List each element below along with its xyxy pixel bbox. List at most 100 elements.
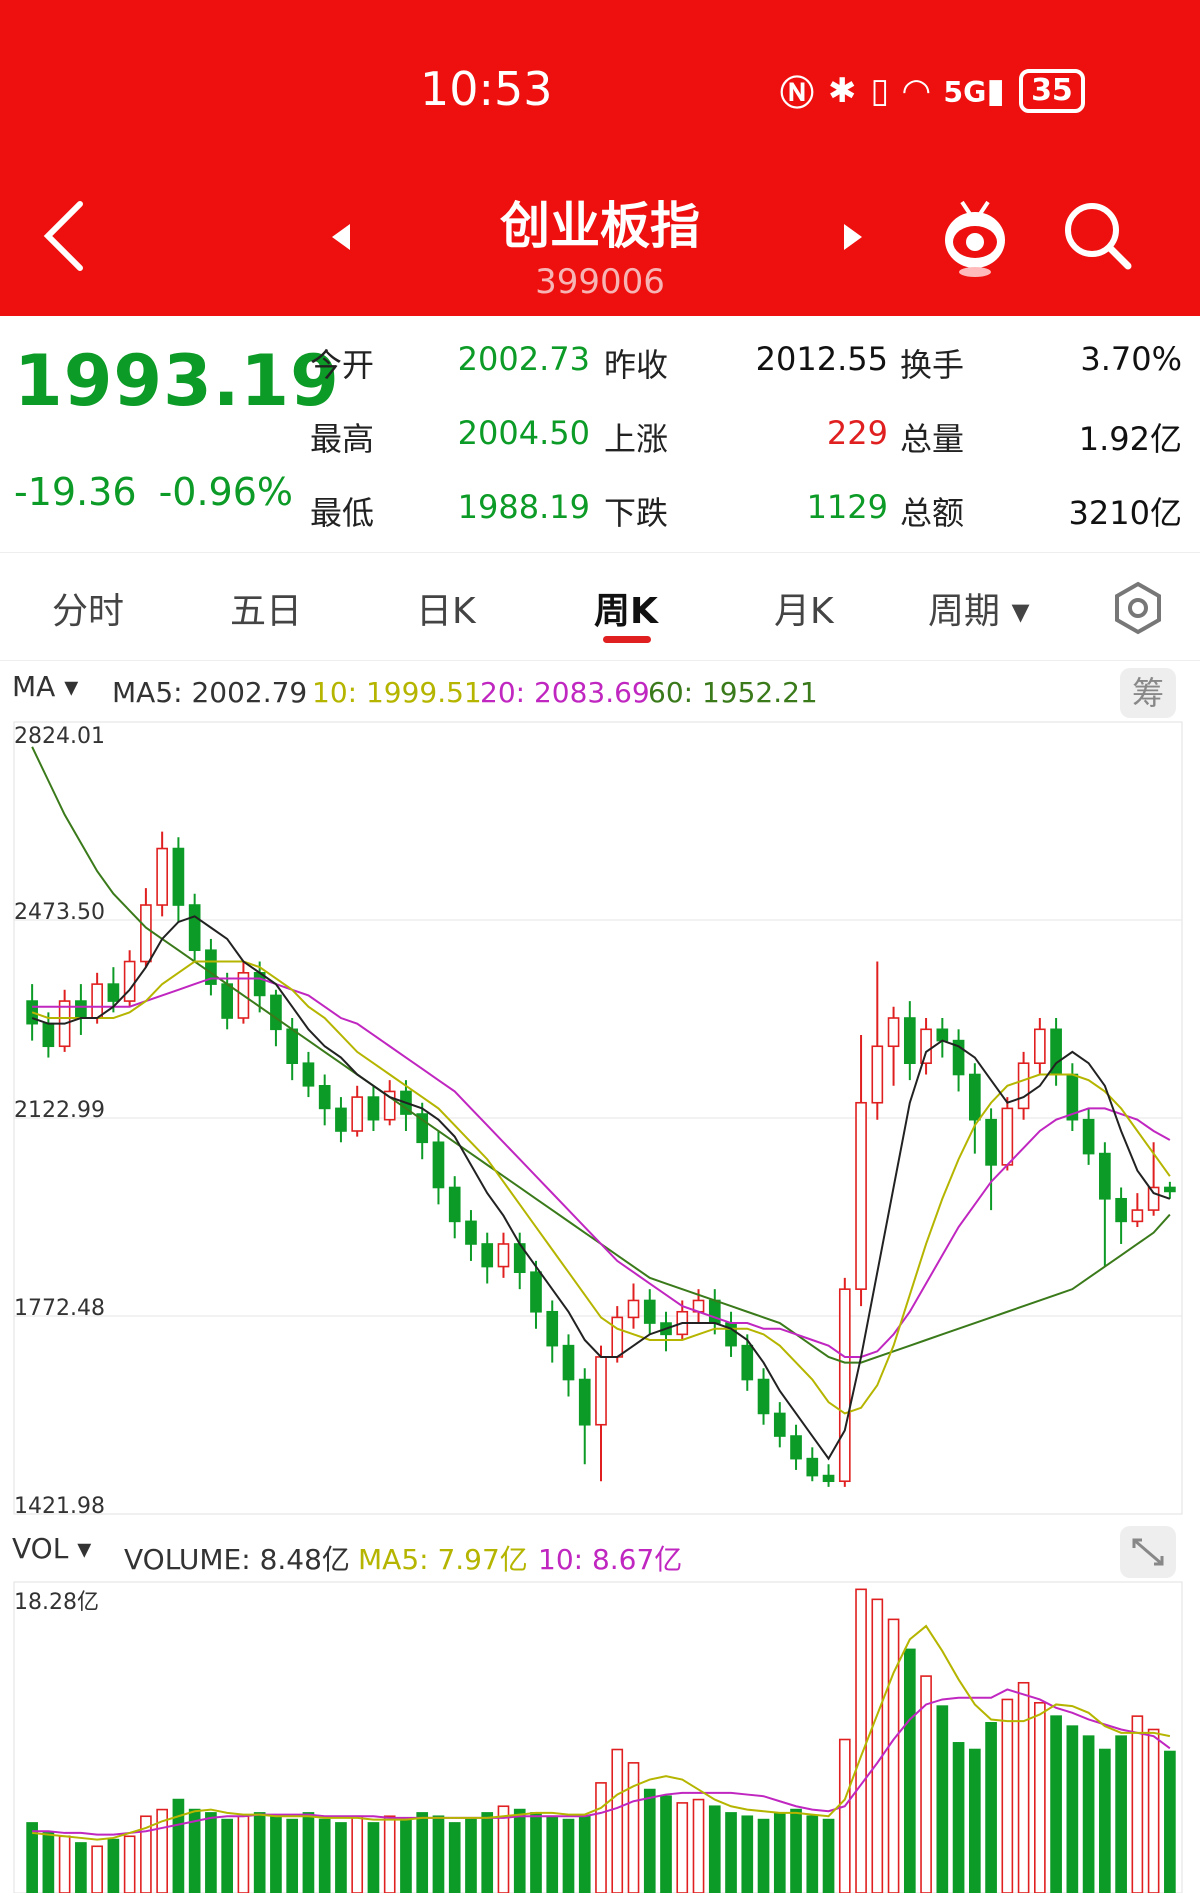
assistant-robot-icon[interactable] — [940, 198, 1010, 278]
signal-icon: 5G▮ — [943, 70, 1006, 111]
volume-bar — [643, 1788, 656, 1893]
chip-distribution-button[interactable]: 筹 — [1120, 668, 1176, 718]
quote-label: 换手 — [900, 346, 965, 384]
volume-bar — [140, 1815, 152, 1893]
quote-value: 229 — [826, 414, 888, 452]
volume-bar — [172, 1798, 185, 1893]
back-arrow-icon[interactable] — [36, 196, 96, 276]
tab-0[interactable]: 分时 — [52, 591, 125, 632]
volume-bar — [985, 1722, 997, 1893]
volume-bar — [432, 1815, 445, 1893]
candle-body — [205, 949, 217, 985]
volume-bar — [871, 1598, 884, 1893]
price-axis-label: 2473.50 — [14, 900, 105, 925]
candle-body — [1017, 1062, 1030, 1110]
prev-stock-icon[interactable] — [330, 222, 352, 252]
volume-bar — [123, 1835, 136, 1893]
candle-body — [741, 1344, 754, 1381]
candle-body — [1099, 1152, 1111, 1200]
volume-legend: VOLUME: 8.48亿 — [124, 1543, 350, 1576]
volume-bar — [920, 1675, 932, 1893]
period-dropdown-icon: ▾ — [1000, 591, 1030, 632]
candle-body — [643, 1299, 656, 1324]
settings-hexagon-icon[interactable] — [1110, 580, 1166, 636]
candle-body — [627, 1299, 640, 1319]
next-stock-icon[interactable] — [842, 222, 864, 252]
tab-4[interactable]: 月K — [774, 591, 834, 632]
bluetooth-icon: ✱ — [828, 70, 857, 111]
volume-bar — [1034, 1701, 1046, 1893]
candle-body — [546, 1310, 559, 1347]
quote-value: 3.70% — [1080, 340, 1182, 378]
candle-body — [335, 1107, 347, 1132]
candle-body — [188, 904, 201, 952]
candle-body — [465, 1220, 477, 1245]
candle-body — [611, 1316, 624, 1358]
volume-bar — [221, 1818, 234, 1893]
volume-bar — [1066, 1725, 1079, 1893]
volume-bar — [1017, 1681, 1030, 1893]
volume-bar — [107, 1838, 120, 1893]
volume-max-label: 18.28亿 — [14, 1590, 99, 1615]
price-axis-label: 2122.99 — [14, 1098, 105, 1123]
volume-bar — [253, 1812, 266, 1893]
quote-label: 最高 — [310, 420, 375, 458]
tab-1[interactable]: 五日 — [230, 591, 303, 632]
ma-selector[interactable]: MA ▾ — [12, 670, 79, 703]
period-tabs — [0, 552, 1200, 661]
volume-bar — [1164, 1750, 1176, 1893]
tab-2[interactable]: 日K — [416, 591, 476, 632]
volume-bar — [741, 1815, 754, 1893]
quote-label: 下跌 — [604, 494, 669, 532]
volume-bar — [660, 1795, 672, 1893]
volume-bar — [335, 1822, 347, 1893]
volume-bar — [595, 1782, 607, 1893]
candle-body — [887, 1017, 900, 1048]
quote-value: 2004.50 — [457, 414, 590, 452]
candle-body — [270, 994, 282, 1031]
candle-body — [1115, 1197, 1127, 1223]
volume-bar — [952, 1742, 965, 1893]
tab-5[interactable]: 周期 ▾ — [928, 591, 1030, 632]
ma10-line — [31, 960, 1171, 1415]
quote-label: 今开 — [310, 346, 375, 384]
quote-label: 总量 — [900, 420, 965, 458]
vol-selector[interactable]: VOL ▾ — [12, 1532, 92, 1565]
volume-bar — [790, 1808, 802, 1893]
quote-value: 2012.55 — [755, 340, 888, 378]
volume-bar — [286, 1818, 299, 1893]
volume-bar — [757, 1818, 770, 1893]
search-icon[interactable] — [1062, 200, 1134, 272]
candle-body — [351, 1096, 364, 1132]
expand-icon[interactable] — [1120, 1526, 1176, 1578]
candle-body — [822, 1474, 835, 1483]
quote-value: 1129 — [806, 488, 888, 526]
volume-bar — [627, 1762, 640, 1893]
candle-body — [806, 1457, 819, 1477]
volume-bar — [562, 1818, 575, 1893]
volume-bar — [1131, 1715, 1144, 1893]
candle-body — [286, 1028, 299, 1065]
vol-ma10-line — [32, 1688, 1171, 1836]
tab-3[interactable]: 周K — [594, 591, 658, 632]
vibrate-icon: ▯ — [870, 70, 890, 111]
quote-value: 2002.73 — [457, 340, 590, 378]
quote-value: 3210亿 — [1068, 494, 1182, 532]
quote-label: 总额 — [900, 494, 965, 532]
volume-bar — [1001, 1698, 1014, 1893]
wifi-icon: ◠ — [903, 70, 930, 111]
vol-ma10-legend: 10: 8.67亿 — [538, 1543, 683, 1576]
volume-bar — [578, 1815, 591, 1893]
candle-body — [578, 1378, 591, 1426]
candle-body — [952, 1039, 965, 1076]
quote-panel — [0, 316, 1200, 553]
candle-body — [318, 1084, 331, 1110]
volume-bar — [822, 1818, 835, 1893]
candle-body — [1164, 1186, 1176, 1193]
volume-bar — [205, 1812, 217, 1893]
candle-body — [123, 960, 136, 1002]
volume-bar — [351, 1815, 364, 1893]
volume-bar — [676, 1802, 689, 1893]
volume-bar — [383, 1815, 396, 1893]
